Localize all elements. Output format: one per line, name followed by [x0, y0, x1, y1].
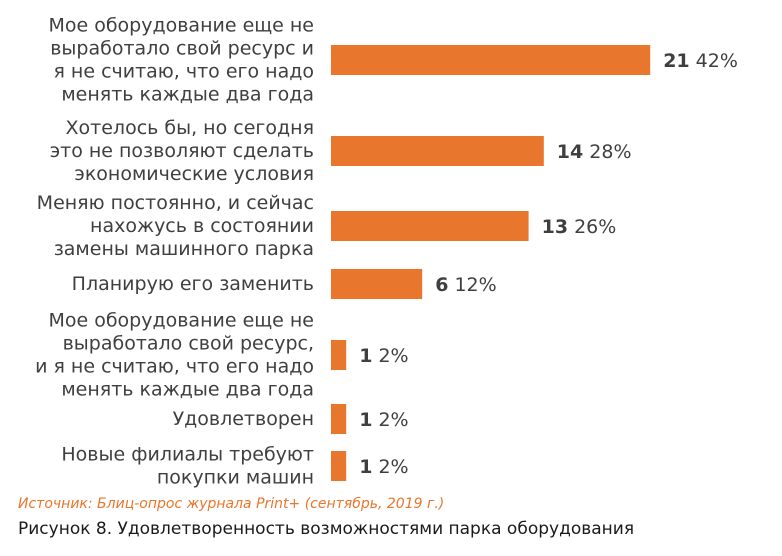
- category-label: Удовлетворен: [173, 408, 314, 430]
- value-label: 21 42%: [663, 50, 738, 72]
- bar: [331, 45, 651, 75]
- category-label: Хотелось бы, но сегодня это не позволяют …: [50, 117, 314, 185]
- value-label: 1 2%: [359, 456, 408, 478]
- category-label: Планирую его заменить: [72, 273, 314, 295]
- bar: [331, 269, 423, 299]
- category-label: Мое оборудование еще не выработало свой р…: [48, 15, 314, 106]
- bar-chart: Мое оборудование еще не выработало свой р…: [35, 15, 738, 489]
- source-note: Источник: Блиц-опрос журнала Print+ (сен…: [18, 496, 445, 512]
- value-label: 1 2%: [359, 345, 408, 367]
- bar: [331, 340, 347, 370]
- category-label: Мое оборудование еще не выработало свой р…: [35, 310, 314, 401]
- bar: [331, 136, 544, 166]
- category-label: Меняю постоянно, и сейчас нахожусь в сост…: [37, 192, 314, 260]
- value-label: 6 12%: [435, 274, 497, 296]
- category-label: Новые филиалы требуют покупки машин: [61, 444, 314, 489]
- value-label: 1 2%: [359, 409, 408, 431]
- bar: [331, 404, 347, 434]
- value-label: 13 26%: [542, 216, 617, 238]
- bar: [331, 211, 529, 241]
- value-label: 14 28%: [557, 141, 632, 163]
- bar: [331, 451, 347, 481]
- figure-caption: Рисунок 8. Удовлетворенность возможностя…: [18, 519, 635, 539]
